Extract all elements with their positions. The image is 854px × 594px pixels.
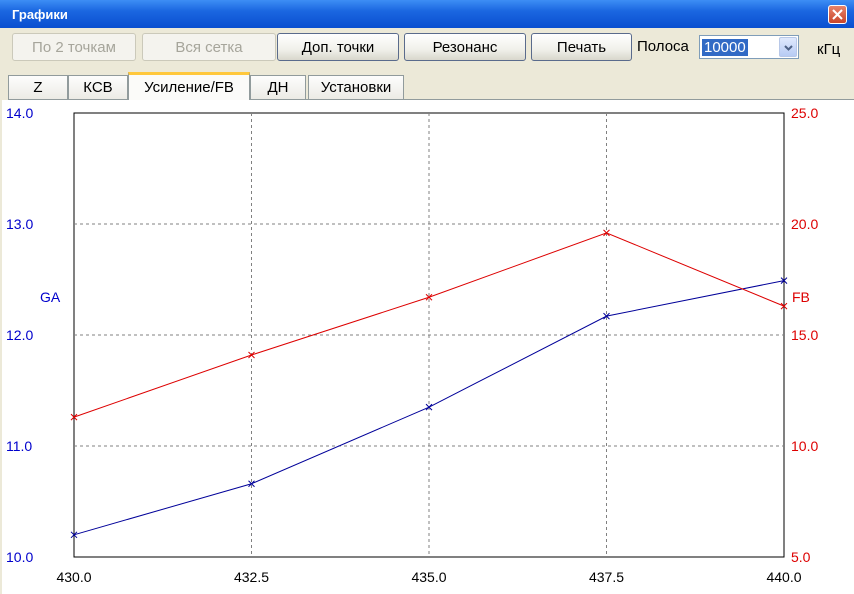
- x-tick-label: 437.5: [589, 569, 624, 585]
- tab-pattern[interactable]: ДН: [250, 75, 306, 99]
- data-point-ga: [780, 277, 788, 284]
- tab-z[interactable]: Z: [8, 75, 68, 99]
- right-tick-label: 25.0: [791, 105, 818, 121]
- data-point-fb: [70, 413, 78, 421]
- band-label: Полоса: [637, 38, 689, 55]
- band-dropdown-button[interactable]: [779, 37, 797, 57]
- data-point-ga: [70, 531, 78, 539]
- data-point-ga: [425, 403, 433, 411]
- close-button[interactable]: [828, 5, 847, 24]
- data-point-ga: [248, 480, 255, 488]
- tab-settings[interactable]: Установки: [308, 75, 404, 99]
- right-tick-label: 5.0: [791, 549, 811, 565]
- x-tick-label: 440.0: [766, 569, 801, 585]
- right-tick-label: 20.0: [791, 216, 818, 232]
- left-tick-label: 13.0: [6, 216, 33, 232]
- title-bar[interactable]: Графики: [0, 0, 854, 28]
- x-tick-label: 432.5: [234, 569, 269, 585]
- left-tick-label: 10.0: [6, 549, 33, 565]
- left-axis-label: GA: [40, 289, 61, 305]
- band-unit: кГц: [817, 41, 841, 58]
- left-tick-label: 14.0: [6, 105, 33, 121]
- close-icon: [832, 9, 843, 20]
- right-tick-label: 10.0: [791, 438, 818, 454]
- by-two-points-button[interactable]: По 2 точкам: [12, 33, 136, 61]
- tab-divider: [8, 99, 854, 100]
- band-select[interactable]: 10000: [699, 35, 799, 59]
- chart-panel: 430.0 432.5 435.0 437.5 440.0 10.0 11.0 12.0 13.…: [2, 100, 854, 594]
- tab-gain-fb[interactable]: Усиление/FB: [128, 72, 250, 100]
- left-tick-label: 12.0: [6, 327, 33, 343]
- data-point-fb: [425, 293, 433, 301]
- right-tick-label: 15.0: [791, 327, 818, 343]
- data-point-fb: [603, 229, 610, 237]
- data-point-fb: [780, 302, 788, 310]
- x-tick-label: 435.0: [411, 569, 446, 585]
- resonance-button[interactable]: Резонанс: [404, 33, 526, 61]
- x-tick-label: 430.0: [56, 569, 91, 585]
- window-title: Графики: [12, 7, 68, 22]
- data-point-fb: [248, 351, 255, 359]
- band-value[interactable]: 10000: [702, 39, 748, 56]
- gain-fb-chart: 430.0 432.5 435.0 437.5 440.0 10.0 11.0 12.0 13.…: [6, 105, 818, 585]
- whole-grid-button[interactable]: Вся сетка: [142, 33, 276, 61]
- print-button[interactable]: Печать: [531, 33, 632, 61]
- right-axis-label: FB: [792, 289, 810, 305]
- extra-points-button[interactable]: Доп. точки: [277, 33, 399, 61]
- left-tick-label: 11.0: [6, 438, 32, 454]
- data-point-ga: [603, 312, 610, 320]
- tab-swr[interactable]: КСВ: [68, 75, 128, 99]
- chevron-down-icon: [784, 45, 793, 51]
